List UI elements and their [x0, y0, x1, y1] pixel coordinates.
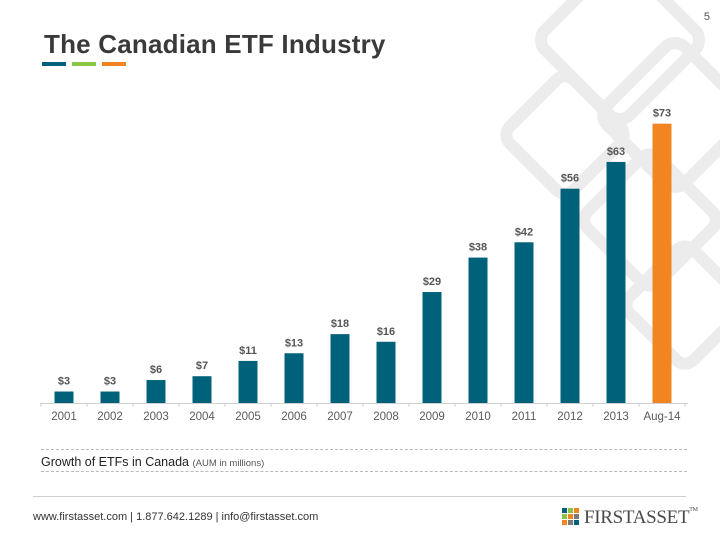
footer-contact: www.firstasset.com | 1.877.642.1289 | in… — [33, 511, 319, 523]
logo-wordmark-text: FIRSTASSET — [584, 507, 690, 528]
x-tick-label-2009: 2009 — [419, 411, 445, 423]
bar-2001 — [54, 391, 74, 403]
x-tick-label-2003: 2003 — [143, 411, 169, 423]
logo-trademark: TM — [689, 507, 698, 513]
bar-2002 — [100, 391, 120, 403]
x-tick-label-2010: 2010 — [465, 411, 491, 423]
data-label-2001: $3 — [58, 376, 70, 388]
caption-sub: (AUM in millions) — [192, 458, 265, 469]
caption-top-divider — [41, 449, 687, 450]
data-label-Aug-14: $73 — [653, 108, 671, 120]
x-tick-label-2012: 2012 — [557, 411, 583, 423]
bar-2008 — [376, 341, 396, 403]
footer-divider — [33, 496, 686, 497]
x-tick-label-2005: 2005 — [235, 411, 261, 423]
bar-2007 — [330, 334, 350, 403]
underline-segment-green — [72, 62, 96, 66]
chart-caption: Growth of ETFs in Canada (AUM in million… — [41, 455, 264, 469]
caption-main: Growth of ETFs in Canada — [41, 455, 189, 469]
bar-Aug-14 — [652, 123, 672, 404]
underline-segment-orange — [102, 62, 126, 66]
bar-2013 — [606, 161, 626, 403]
data-label-2013: $63 — [607, 146, 625, 158]
logo-mark-icon — [562, 508, 580, 526]
data-label-2007: $18 — [331, 318, 349, 330]
page-number: 5 — [703, 11, 710, 23]
data-label-2005: $11 — [239, 345, 257, 357]
x-tick-label-2008: 2008 — [373, 411, 399, 423]
bar-2010 — [468, 257, 488, 403]
data-label-2011: $42 — [515, 226, 533, 238]
x-tick-label-2002: 2002 — [97, 411, 123, 423]
x-tick-label-2006: 2006 — [281, 411, 307, 423]
bar-2005 — [238, 360, 258, 403]
firstasset-logo: FIRSTASSETTM — [562, 507, 698, 529]
x-tick-label-2011: 2011 — [512, 411, 537, 423]
bar-2012 — [560, 188, 580, 403]
caption-bottom-divider — [41, 471, 687, 472]
data-label-2006: $13 — [285, 337, 303, 349]
logo-wordmark: FIRSTASSETTM — [584, 507, 698, 529]
x-tick-label-Aug-14: Aug-14 — [643, 411, 681, 423]
data-label-2010: $38 — [469, 242, 487, 254]
bar-2011 — [514, 242, 534, 403]
data-label-2008: $16 — [377, 326, 395, 338]
underline-segment-teal — [42, 62, 66, 66]
bar-2004 — [192, 376, 212, 403]
data-label-2002: $3 — [104, 376, 116, 388]
x-tick-label-2001: 2001 — [51, 411, 77, 423]
data-label-2009: $29 — [423, 276, 441, 288]
x-tick-label-2004: 2004 — [189, 411, 215, 423]
x-tick-label-2007: 2007 — [327, 411, 353, 423]
x-tick-label-2013: 2013 — [603, 411, 629, 423]
bar-2003 — [146, 380, 166, 403]
slide-title: The Canadian ETF Industry — [44, 29, 386, 59]
data-label-2012: $56 — [561, 173, 579, 185]
bar-2009 — [422, 292, 442, 403]
bar-2006 — [284, 353, 304, 403]
data-label-2003: $6 — [150, 364, 162, 376]
data-label-2004: $7 — [196, 360, 208, 372]
